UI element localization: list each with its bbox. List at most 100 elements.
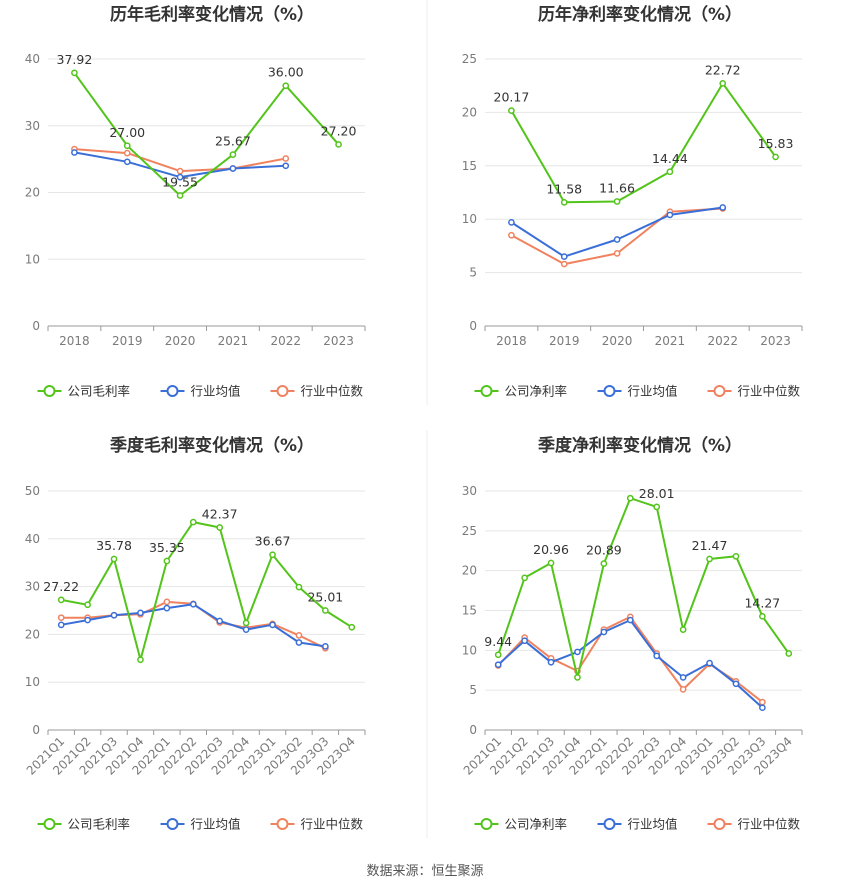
- data-point: [282, 155, 290, 162]
- data-point: [110, 611, 118, 619]
- legend-label: 行业中位数: [301, 817, 364, 832]
- data-point: [560, 253, 568, 260]
- data-label: 22.72: [705, 62, 741, 77]
- data-point: [110, 555, 118, 563]
- data-point: [759, 698, 766, 706]
- series-line: [61, 521, 353, 661]
- data-point: [71, 69, 78, 77]
- legend-item[interactable]: 公司毛利率: [37, 817, 131, 832]
- legend-item[interactable]: 行业中位数: [707, 817, 801, 832]
- legend-marker: [276, 818, 289, 830]
- chart-title: 历年净利率变化情况（%）: [538, 4, 742, 25]
- series-line: [510, 82, 777, 204]
- y-tick-label: 10: [462, 212, 477, 226]
- data-label: 35.78: [96, 538, 132, 553]
- data-point: [123, 149, 131, 157]
- y-tick-label: 25: [462, 52, 477, 66]
- data-point: [521, 574, 528, 582]
- series-line: [497, 497, 790, 679]
- data-point: [613, 236, 621, 243]
- legend-marker: [713, 818, 726, 830]
- series-line: [61, 600, 326, 650]
- data-point: [322, 643, 329, 650]
- data-label: 20.89: [586, 543, 622, 558]
- data-point: [295, 583, 303, 591]
- data-point: [242, 626, 250, 633]
- y-tick-label: 30: [462, 484, 477, 498]
- data-point: [282, 82, 290, 90]
- x-tick-label: 2023: [323, 334, 354, 348]
- y-tick-label: 5: [469, 266, 477, 280]
- x-tick-label: 2023: [760, 334, 791, 348]
- y-tick-label: 25: [462, 524, 477, 538]
- data-point: [679, 626, 687, 633]
- legend-marker: [43, 385, 56, 397]
- legend-label: 行业均值: [191, 384, 241, 399]
- legend-item[interactable]: 行业中位数: [270, 384, 364, 399]
- data-point: [84, 616, 91, 624]
- y-tick-label: 20: [25, 186, 40, 200]
- data-point: [176, 167, 184, 175]
- legend-item[interactable]: 行业中位数: [270, 817, 364, 832]
- legend-item[interactable]: 公司净利率: [474, 817, 568, 832]
- data-label: 25.67: [215, 134, 251, 149]
- chart-title: 历年毛利率变化情况（%）: [110, 4, 314, 25]
- x-tick-label: 2020: [165, 334, 196, 348]
- data-point: [295, 639, 303, 646]
- legend-label: 行业中位数: [738, 817, 801, 832]
- data-point: [613, 250, 621, 257]
- data-point: [772, 153, 779, 161]
- data-point: [123, 158, 131, 166]
- x-tick-label: 2021: [218, 334, 249, 348]
- x-tick-label: 2018: [59, 334, 90, 348]
- data-point: [706, 659, 713, 667]
- legend-marker: [480, 818, 493, 830]
- y-tick-label: 10: [25, 252, 40, 266]
- legend-item[interactable]: 行业均值: [160, 384, 241, 399]
- data-point: [560, 198, 568, 206]
- y-tick-label: 0: [32, 319, 40, 333]
- y-tick-label: 0: [32, 723, 40, 737]
- y-tick-label: 0: [469, 723, 477, 737]
- data-label: 14.27: [744, 595, 780, 610]
- data-point: [653, 652, 661, 660]
- data-point: [216, 524, 224, 531]
- chart-panel-1: 历年毛利率变化情况（%） 0 10 20 30 40 2018 2019 2020 2021 202…: [25, 4, 366, 399]
- legend-marker: [713, 385, 726, 397]
- data-point: [508, 231, 515, 239]
- data-label: 20.17: [494, 90, 530, 105]
- data-point: [57, 596, 65, 604]
- data-source: 数据来源：恒生聚源: [366, 864, 483, 879]
- data-point: [521, 637, 528, 645]
- data-point: [189, 518, 197, 526]
- data-point: [348, 623, 356, 631]
- legend-item[interactable]: 行业中位数: [707, 384, 801, 399]
- x-tick-label: 2021: [655, 334, 686, 348]
- data-point: [335, 141, 342, 148]
- data-point: [600, 560, 608, 567]
- data-label: 37.92: [57, 52, 93, 67]
- legend-item[interactable]: 行业均值: [597, 817, 678, 832]
- legend-item[interactable]: 行业均值: [160, 817, 241, 832]
- x-tick-label: 2019: [549, 334, 580, 348]
- chart-panel-3: 季度毛利率变化情况（%）010203040502021Q12021Q22021Q…: [24, 435, 366, 832]
- legend-item[interactable]: 行业均值: [597, 384, 678, 399]
- data-point: [295, 632, 303, 639]
- x-tick-label: 2020: [602, 334, 633, 348]
- y-tick-label: 20: [462, 564, 477, 578]
- y-tick-label: 50: [25, 484, 40, 498]
- chart-title: 季度毛利率变化情况（%）: [110, 435, 314, 456]
- data-label: 27.00: [109, 125, 145, 140]
- data-point: [216, 617, 224, 625]
- x-tick-label: 2019: [112, 334, 143, 348]
- data-point: [189, 600, 197, 608]
- legend-item[interactable]: 公司净利率: [474, 384, 568, 399]
- chart-title: 季度净利率变化情况（%）: [538, 435, 742, 456]
- legend-marker: [603, 385, 616, 397]
- legend-item[interactable]: 公司毛利率: [37, 384, 131, 399]
- y-tick-label: 30: [25, 580, 40, 594]
- data-point: [494, 651, 502, 659]
- y-tick-label: 15: [462, 604, 477, 618]
- legend-marker: [43, 818, 56, 830]
- data-point: [626, 494, 634, 502]
